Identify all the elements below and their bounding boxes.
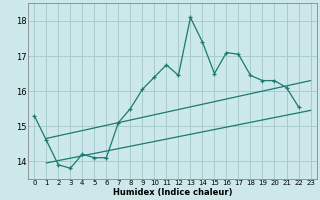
X-axis label: Humidex (Indice chaleur): Humidex (Indice chaleur): [113, 188, 232, 197]
